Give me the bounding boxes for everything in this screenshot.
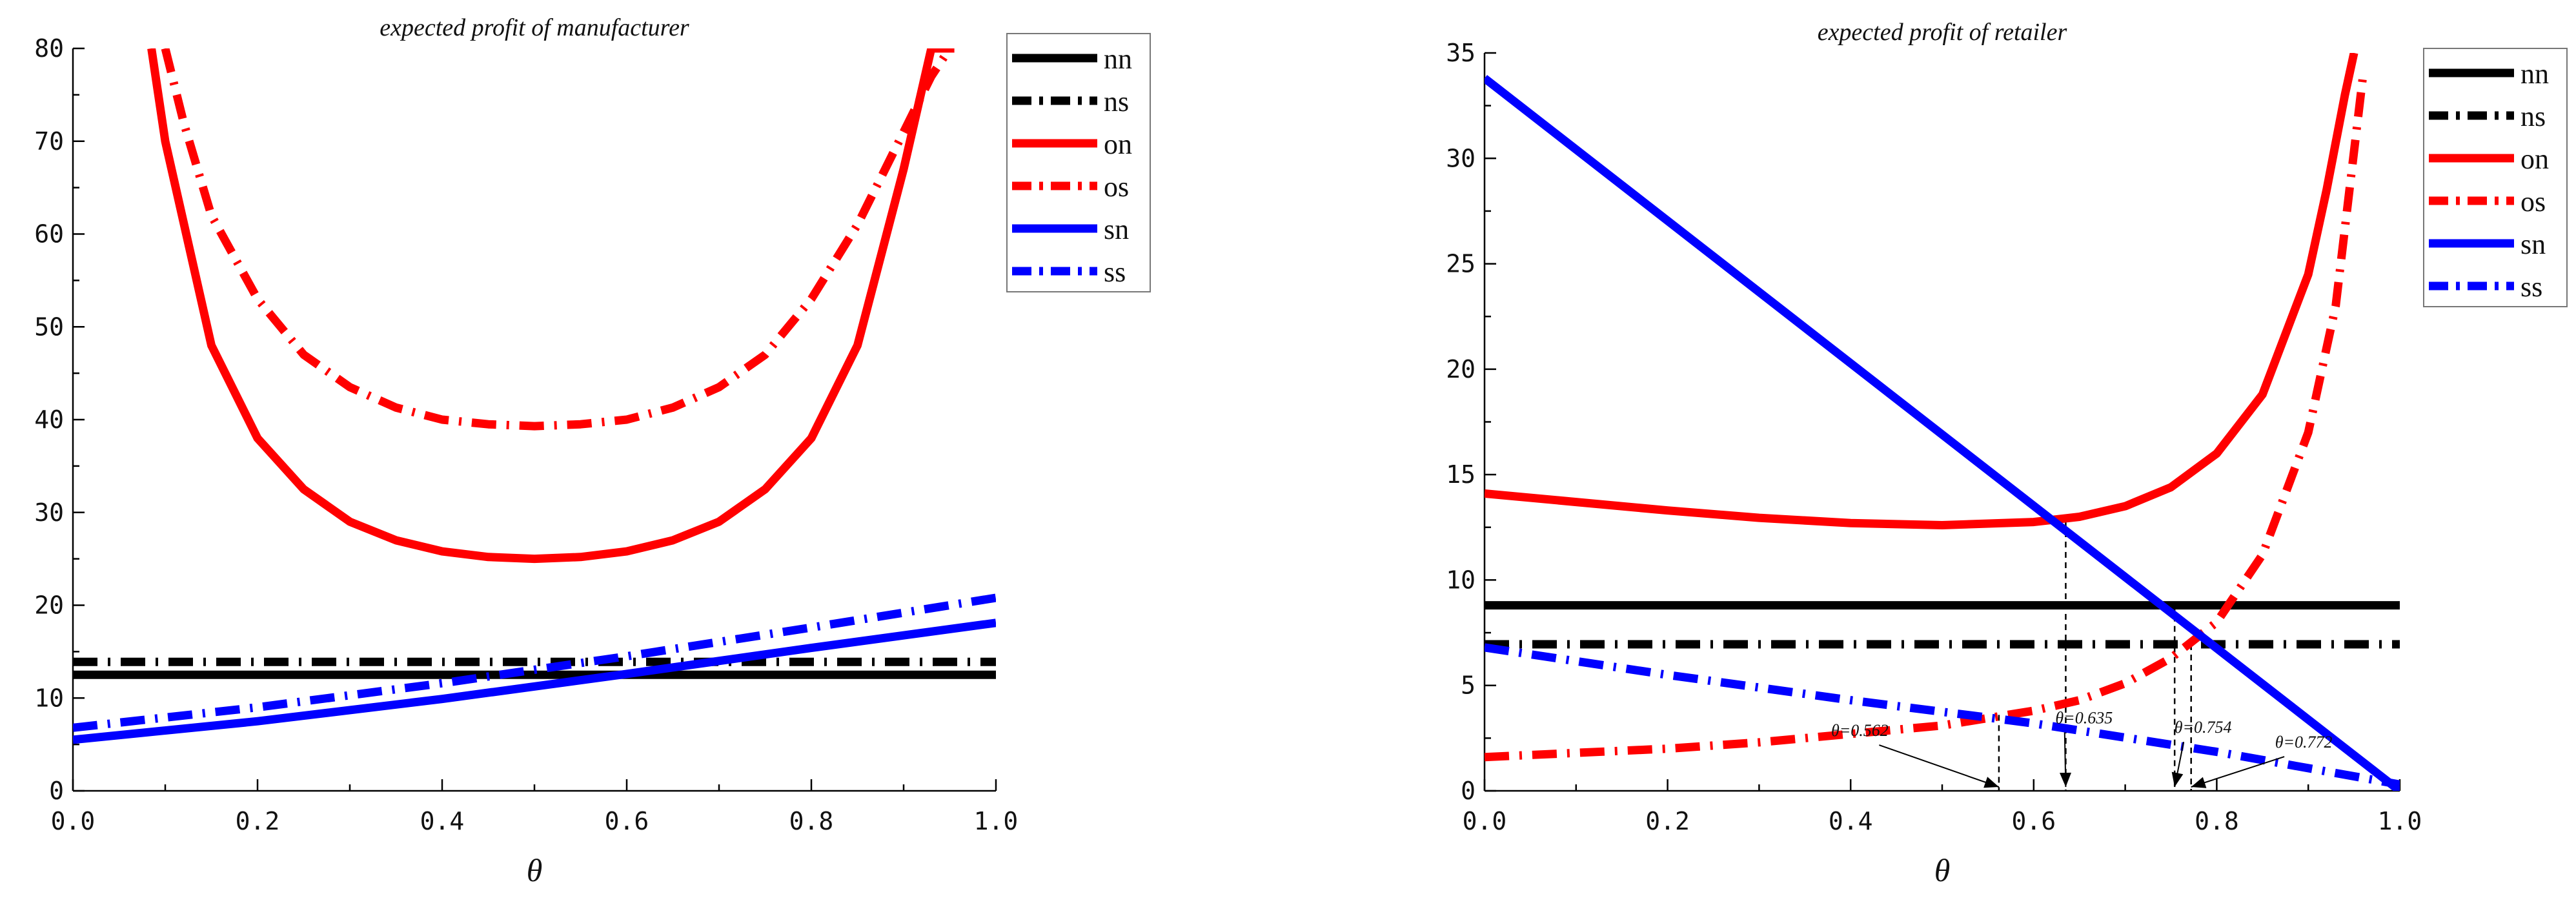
annotation-arrowhead <box>1983 777 1999 788</box>
y-tick-label: 0 <box>1461 777 1476 805</box>
y-tick-label: 40 <box>34 405 64 434</box>
plot-area <box>73 48 996 744</box>
annotation-arrow-line <box>1879 744 2000 788</box>
y-tick-label: 25 <box>1446 250 1476 278</box>
y-tick-label: 15 <box>1446 460 1476 489</box>
y-tick-label: 20 <box>34 591 64 620</box>
x-tick-label: 0.6 <box>605 807 649 835</box>
annotation-arrowhead <box>2191 777 2207 788</box>
x-tick-label: 0.6 <box>2011 807 2056 835</box>
legend-label-nn: nn <box>2520 58 2549 90</box>
y-tick-label: 0 <box>49 777 64 805</box>
legend: nn ns on os sn ss <box>1006 33 1151 292</box>
x-tick-label: 0.4 <box>420 807 465 835</box>
y-tick-label: 30 <box>1446 144 1476 172</box>
series-line-ss <box>1485 643 2400 789</box>
x-tick-label: 0.0 <box>51 807 96 835</box>
legend-label-on: on <box>2520 143 2549 175</box>
y-tick-label: 10 <box>1446 566 1476 594</box>
plot-area <box>1485 53 2400 791</box>
legend: nn ns on os sn ss <box>2423 48 2568 307</box>
y-tick-label: 50 <box>34 312 64 341</box>
legend-label-sn: sn <box>2520 229 2546 260</box>
chart-1: 0 10 20 30 40 50 60 70 80 0.0 0.2 0.4 0.6 0.8 1.0 expec… <box>34 14 1151 888</box>
chart-2: 0 5 10 15 20 25 30 35 0.0 0.2 0.4 0.6 0.8 1.0 expected… <box>1446 19 2568 888</box>
annotation-arrow-line <box>2191 756 2285 788</box>
legend-label-ss: ss <box>1104 256 1126 288</box>
y-tick-label: 80 <box>34 34 64 63</box>
legend-label-ns: ns <box>2520 101 2546 132</box>
series-line-on <box>147 48 955 564</box>
legend-label-ss: ss <box>2520 271 2542 303</box>
y-tick-label: 20 <box>1446 355 1476 383</box>
annotation-arrowhead <box>2060 772 2072 787</box>
annotation-arrowhead <box>2171 771 2184 787</box>
x-tick-label: 0.8 <box>789 807 834 835</box>
annotation-label-0-635: θ=0.635 <box>2055 708 2113 727</box>
y-tick-label: 30 <box>34 498 64 527</box>
series-line-sn <box>73 618 996 744</box>
series-line-os <box>161 48 953 431</box>
legend-label-ns: ns <box>1104 86 1129 117</box>
y-tick-label: 35 <box>1446 39 1476 67</box>
annotation-label-0-562: θ=0.562 <box>1831 721 1889 740</box>
series-line-ss <box>73 593 996 732</box>
y-tick-label: 5 <box>1461 671 1476 700</box>
chart-title: expected profit of retailer <box>1818 19 2067 46</box>
legend-box <box>2423 48 2568 307</box>
x-axis-label: θ <box>527 852 543 888</box>
x-tick-label: 0.2 <box>236 807 280 835</box>
x-tick-label: 0.8 <box>2195 807 2239 835</box>
y-tick-label: 70 <box>34 127 64 156</box>
x-tick-label: 0.0 <box>1463 807 1507 835</box>
legend-label-sn: sn <box>1104 214 1129 245</box>
x-axis-label: θ <box>1934 852 1951 888</box>
y-tick-label: 60 <box>34 220 64 249</box>
legend-label-os: os <box>1104 171 1129 203</box>
series-line-sn <box>1485 75 2400 791</box>
legend-label-os: os <box>2520 186 2546 218</box>
series-line-on <box>1485 53 2358 529</box>
y-tick-label: 10 <box>34 684 64 712</box>
chart-title: expected profit of manufacturer <box>380 14 689 41</box>
x-tick-label: 0.4 <box>1829 807 1873 835</box>
series-line-os <box>1485 73 2368 762</box>
annotation-label-0-754: θ=0.754 <box>2175 718 2232 737</box>
x-tick-label: 1.0 <box>974 807 1019 835</box>
x-tick-label: 1.0 <box>2378 807 2422 835</box>
legend-label-nn: nn <box>1104 43 1132 75</box>
legend-label-on: on <box>1104 128 1132 160</box>
annotation-label-0-772: θ=0.772 <box>2275 733 2333 751</box>
x-tick-label: 0.2 <box>1645 807 1690 835</box>
legend-box <box>1006 33 1151 292</box>
